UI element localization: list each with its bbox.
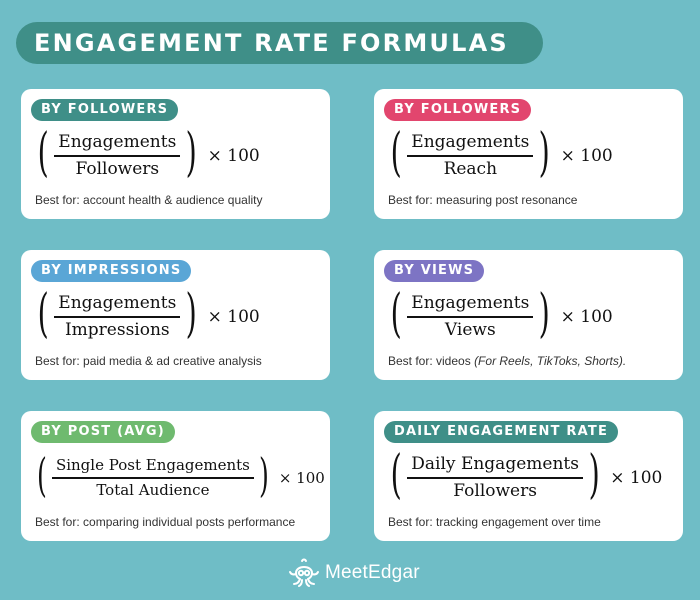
best-for-text: Best for: videos (For Reels, TikToks, Sh… bbox=[388, 354, 626, 368]
best-for-text: Best for: account health & audience qual… bbox=[35, 193, 262, 207]
formula: ( Engagements Impressions ) × 100 bbox=[33, 288, 260, 346]
numerator: Engagements bbox=[411, 132, 530, 153]
fraction-bar bbox=[407, 316, 534, 318]
card-badge: BY FOLLOWERS bbox=[31, 99, 179, 121]
best-for-text: Best for: paid media & ad creative analy… bbox=[35, 354, 262, 368]
numerator: Daily Engagements bbox=[411, 454, 579, 475]
formula: ( Daily Engagements Followers ) × 100 bbox=[386, 445, 663, 507]
multiplier: × 100 bbox=[610, 468, 663, 488]
multiplier: × 100 bbox=[207, 307, 260, 327]
denominator: Followers bbox=[453, 480, 537, 501]
formula: ( Single Post Engagements Total Audience… bbox=[33, 449, 325, 507]
right-paren: ) bbox=[588, 445, 600, 505]
fraction: Single Post Engagements Total Audience bbox=[51, 456, 254, 500]
left-paren: ( bbox=[37, 123, 49, 183]
logo-text: MeetEdgar bbox=[325, 562, 420, 583]
fraction-bar bbox=[54, 316, 181, 318]
numerator: Single Post Engagements bbox=[55, 456, 250, 475]
formula-card-by-impressions: BY IMPRESSIONS ( Engagements Impressions… bbox=[21, 250, 330, 380]
best-for-text: Best for: tracking engagement over time bbox=[388, 515, 601, 529]
best-for-label: Best for: tracking engagement over time bbox=[388, 515, 601, 529]
denominator: Impressions bbox=[64, 319, 170, 340]
formula-card-daily-engagement: DAILY ENGAGEMENT RATE ( Daily Engagement… bbox=[374, 411, 683, 541]
formula-card-by-reach: BY FOLLOWERS ( Engagements Reach ) × 100… bbox=[374, 89, 683, 219]
fraction: Engagements Followers bbox=[54, 132, 181, 180]
fraction-bar bbox=[54, 155, 181, 157]
numerator: Engagements bbox=[58, 293, 177, 314]
card-badge: BY POST (AVG) bbox=[31, 421, 175, 443]
meetedgar-logo: MeetEdgar bbox=[287, 557, 420, 589]
card-badge: BY VIEWS bbox=[384, 260, 485, 282]
formula: ( Engagements Views ) × 100 bbox=[386, 288, 613, 346]
denominator: Views bbox=[444, 319, 496, 340]
fraction: Engagements Reach bbox=[407, 132, 534, 180]
fraction-bar bbox=[407, 155, 534, 157]
best-for-text: Best for: comparing individual posts per… bbox=[35, 515, 295, 529]
best-for-label: Best for: videos bbox=[388, 354, 471, 368]
formula-card-by-followers: BY FOLLOWERS ( Engagements Followers ) ×… bbox=[21, 89, 330, 219]
left-paren: ( bbox=[37, 284, 49, 344]
numerator: Engagements bbox=[411, 293, 530, 314]
left-paren: ( bbox=[390, 123, 402, 183]
formula-card-by-post: BY POST (AVG) ( Single Post Engagements … bbox=[21, 411, 330, 541]
left-paren: ( bbox=[37, 448, 47, 502]
right-paren: ) bbox=[258, 448, 269, 502]
best-for-note: (For Reels, TikToks, Shorts). bbox=[474, 354, 627, 368]
formula-card-by-views: BY VIEWS ( Engagements Views ) × 100 Bes… bbox=[374, 250, 683, 380]
best-for-label: Best for: paid media & ad creative analy… bbox=[35, 354, 262, 368]
best-for-label: Best for: measuring post resonance bbox=[388, 193, 578, 207]
multiplier: × 100 bbox=[560, 307, 613, 327]
left-paren: ( bbox=[390, 284, 402, 344]
denominator: Followers bbox=[75, 158, 160, 179]
multiplier: × 100 bbox=[560, 146, 613, 166]
page-title: ENGAGEMENT RATE FORMULAS bbox=[16, 22, 543, 64]
formula: ( Engagements Reach ) × 100 bbox=[386, 127, 613, 185]
fraction-bar bbox=[407, 477, 583, 479]
multiplier: × 100 bbox=[278, 469, 325, 487]
numerator: Engagements bbox=[58, 132, 177, 153]
fraction: Daily Engagements Followers bbox=[407, 454, 583, 502]
best-for-label: Best for: account health & audience qual… bbox=[35, 193, 263, 207]
card-badge: BY FOLLOWERS bbox=[384, 99, 532, 121]
formula: ( Engagements Followers ) × 100 bbox=[33, 127, 260, 185]
denominator: Total Audience bbox=[96, 480, 210, 499]
right-paren: ) bbox=[538, 284, 551, 344]
right-paren: ) bbox=[538, 123, 551, 183]
right-paren: ) bbox=[185, 123, 198, 183]
best-for-text: Best for: measuring post resonance bbox=[388, 193, 577, 207]
fraction: Engagements Views bbox=[407, 293, 534, 341]
right-paren: ) bbox=[185, 284, 198, 344]
denominator: Reach bbox=[443, 158, 498, 179]
card-badge: DAILY ENGAGEMENT RATE bbox=[384, 421, 619, 443]
best-for-label: Best for: comparing individual posts per… bbox=[35, 515, 296, 529]
left-paren: ( bbox=[390, 445, 402, 505]
fraction-bar bbox=[51, 477, 254, 479]
multiplier: × 100 bbox=[207, 146, 260, 166]
card-badge: BY IMPRESSIONS bbox=[31, 260, 192, 282]
octopus-icon bbox=[289, 558, 319, 587]
fraction: Engagements Impressions bbox=[54, 293, 181, 341]
